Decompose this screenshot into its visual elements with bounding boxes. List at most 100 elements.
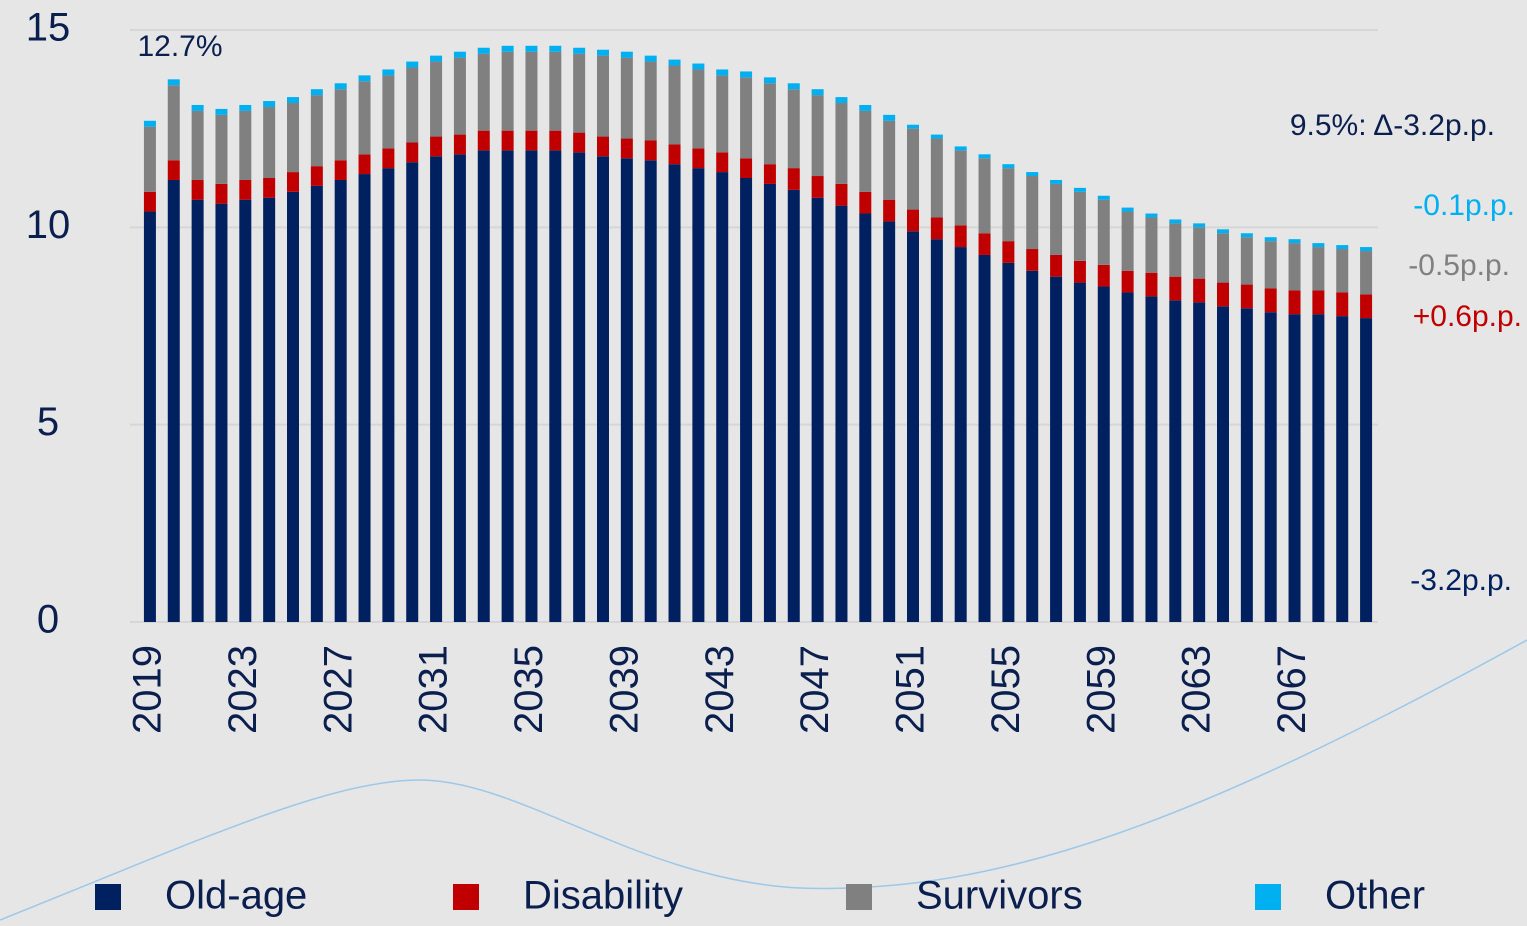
bar-segment (573, 53, 586, 133)
bar-segment (811, 176, 824, 198)
bar-segment (1145, 272, 1158, 297)
bar-segment (477, 130, 490, 151)
bar-segment (143, 120, 156, 127)
bar-segment (191, 110, 204, 180)
bar-segment (692, 63, 705, 70)
bar-segment (525, 130, 538, 151)
bar-segment (1026, 172, 1039, 177)
bar-segment (1193, 302, 1206, 622)
bar-segment (1360, 251, 1373, 295)
bar-segment (263, 197, 276, 622)
bar-segment (1026, 249, 1039, 271)
bar-segment (978, 233, 991, 255)
annotation: 12.7% (137, 30, 222, 63)
annotation: -0.5p.p. (1408, 249, 1510, 282)
legend-swatch (1255, 884, 1281, 910)
bar-segment (1193, 278, 1206, 303)
bar-segment (597, 156, 609, 622)
bar-segment (1336, 245, 1349, 250)
bar-segment (525, 150, 538, 622)
bar-segment (167, 85, 180, 161)
bar-segment (668, 65, 681, 145)
bar-segment (716, 152, 729, 173)
bar-segment (549, 130, 562, 151)
bar-segment (453, 57, 466, 135)
bar-segment (525, 51, 538, 131)
bar-segment (191, 179, 204, 200)
bar-segment (1264, 241, 1277, 289)
bar-segment (1145, 296, 1158, 622)
bar-segment (930, 239, 943, 622)
bar-segment (883, 120, 896, 200)
x-tick-label: 2039 (602, 645, 646, 734)
bar-segment (1288, 290, 1301, 315)
y-tick-label: 0 (37, 598, 59, 642)
bar-segment (477, 150, 490, 622)
x-tick-label: 2063 (1175, 645, 1219, 734)
bar-segment (215, 114, 228, 184)
bar-segment (334, 160, 347, 180)
bar-segment (859, 213, 872, 622)
bar-segment (1193, 223, 1206, 228)
bar-segment (358, 81, 371, 155)
bar-segment (620, 158, 633, 622)
bar-segment (859, 104, 872, 111)
legend-swatch (846, 884, 872, 910)
bar-segment (287, 172, 299, 192)
bar-segment (358, 174, 371, 622)
bar-segment (1073, 187, 1086, 192)
bar-segment (501, 45, 514, 52)
bar-segment (334, 89, 347, 161)
bar-segment (1240, 308, 1253, 622)
bar-segment (1169, 276, 1182, 301)
annotation: -3.2p.p. (1410, 564, 1512, 597)
bar-segment (597, 136, 609, 157)
bar-segment (1097, 199, 1110, 265)
bar-segment (406, 67, 419, 143)
bar-segment (406, 142, 419, 163)
x-tick-label: 2043 (698, 645, 742, 734)
bar-segment (263, 178, 276, 198)
bar-segment (1193, 227, 1206, 279)
bar-segment (763, 77, 776, 84)
x-tick-label: 2027 (316, 645, 360, 734)
y-tick-label: 5 (37, 400, 59, 444)
bar-segment (501, 51, 514, 131)
bar-segment (1026, 176, 1039, 250)
bar-segment (287, 97, 299, 104)
bar-segment (430, 156, 443, 622)
bar-segment (907, 124, 919, 129)
bar-segment (215, 183, 228, 204)
bar-segment (287, 103, 299, 173)
bar-segment (525, 45, 538, 52)
annotation: -0.1p.p. (1413, 189, 1515, 222)
bar-segment (954, 146, 967, 151)
bar-segment (573, 132, 586, 153)
bar-segment (1002, 168, 1015, 242)
bar-segment (167, 179, 180, 622)
x-tick-label: 2031 (412, 645, 456, 734)
bar-segment (1240, 284, 1253, 309)
bar-segment (310, 166, 323, 186)
bar-segment (1121, 270, 1134, 293)
bar-segment (787, 189, 800, 622)
bar-segment (644, 55, 657, 62)
bar-segment (740, 178, 753, 622)
bar-segment (597, 55, 609, 137)
bar-segment (1073, 282, 1086, 622)
bar-segment (453, 134, 466, 155)
legend-label: Disability (523, 874, 683, 918)
bar-segment (406, 162, 419, 623)
bar-segment (287, 191, 299, 622)
bar-segment (1002, 262, 1015, 622)
bar-segment (477, 53, 490, 131)
bar-segment (501, 130, 514, 151)
bar-segment (1240, 237, 1253, 285)
bar-segment (1002, 164, 1015, 169)
bar-segment (1360, 318, 1373, 622)
bar-segment (668, 144, 681, 165)
bar-segment (835, 183, 848, 206)
bar-segment (1312, 290, 1325, 315)
bar-segment (954, 150, 967, 226)
bar-segment (1169, 223, 1182, 277)
